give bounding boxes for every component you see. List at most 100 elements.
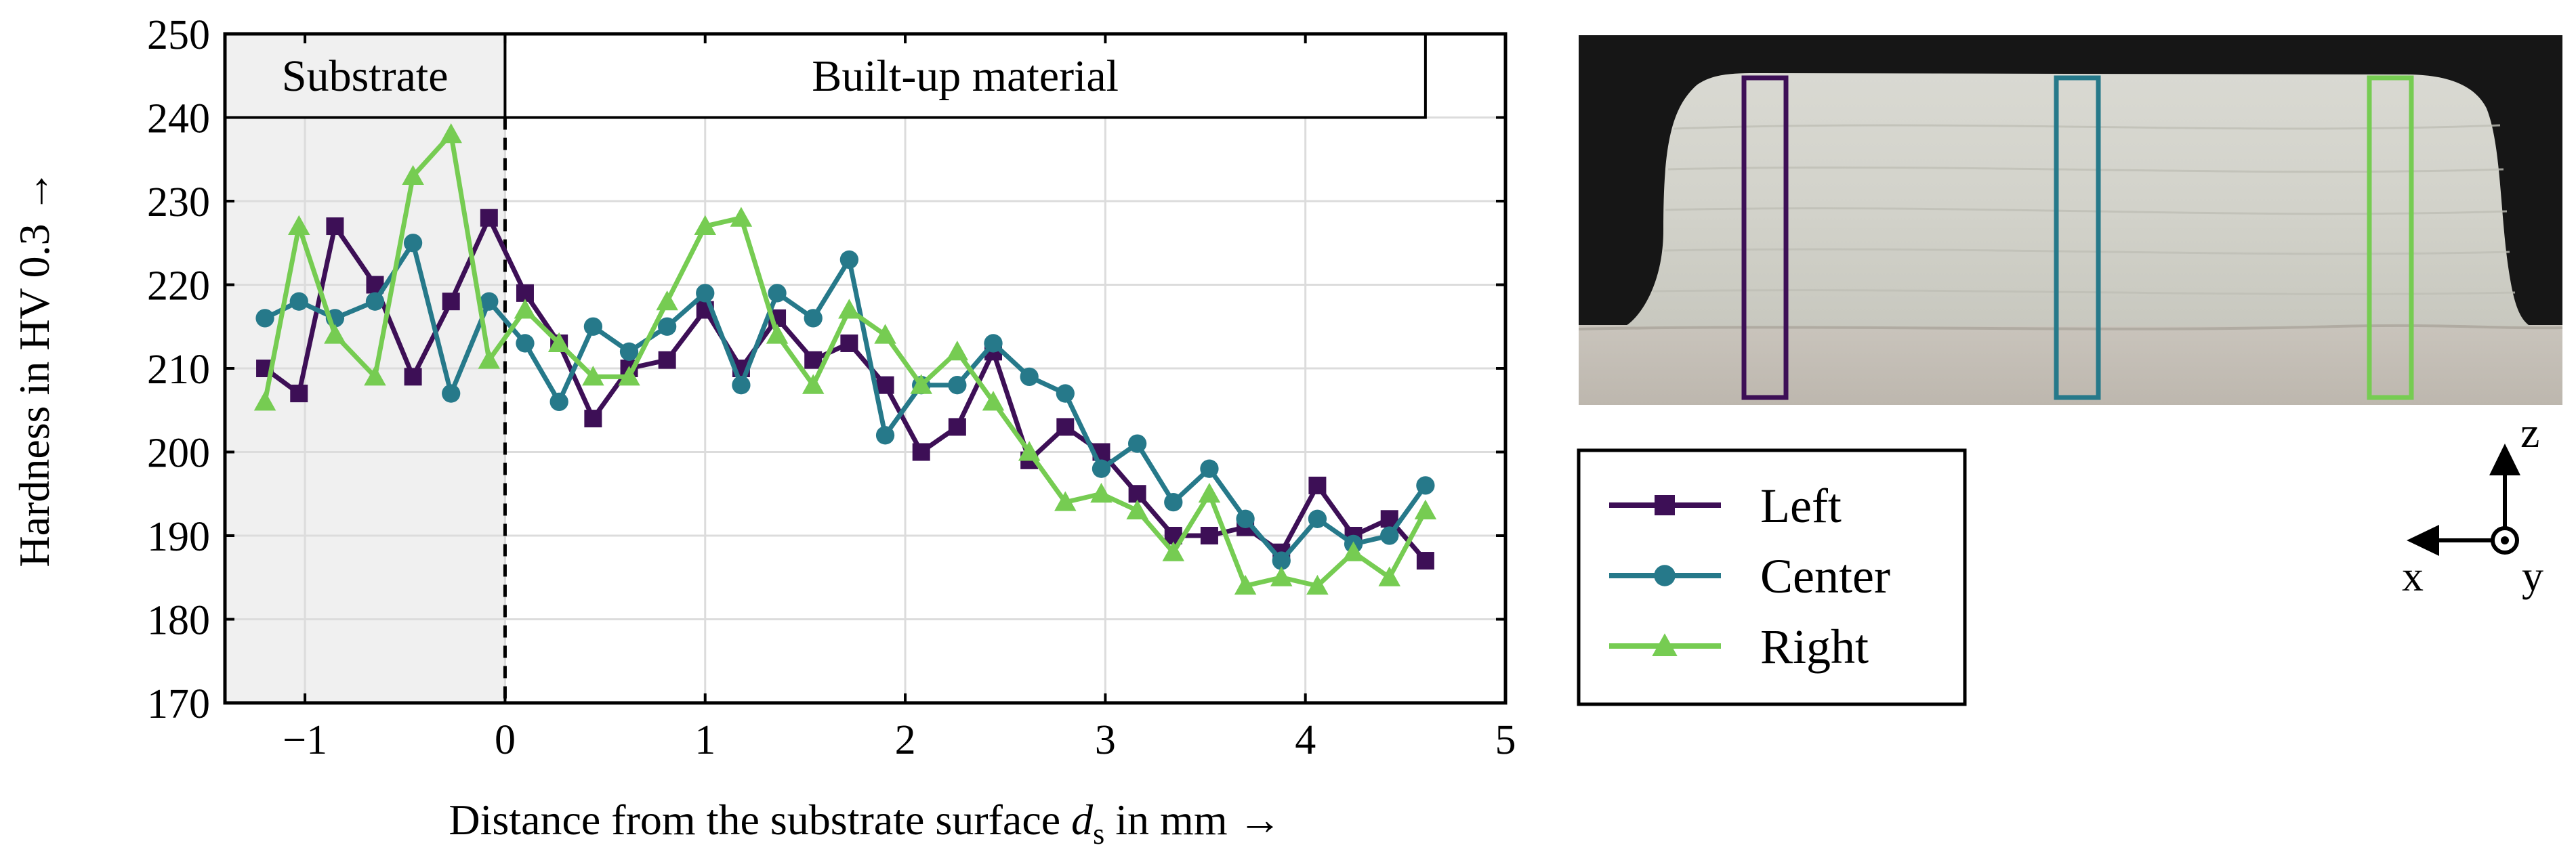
coord-label-x: x	[2402, 552, 2424, 600]
point-center-13	[732, 376, 751, 395]
series-group	[253, 123, 1437, 595]
point-right-28	[1270, 566, 1293, 586]
point-center-7	[516, 334, 535, 353]
y-tick-label-7: 240	[147, 96, 210, 142]
y-tick-label-1: 180	[147, 598, 210, 644]
point-right-2	[324, 324, 346, 344]
point-right-17	[874, 324, 896, 344]
x-tick-label-4: 3	[1095, 717, 1116, 763]
point-center-11	[657, 317, 677, 336]
point-left-9	[584, 410, 602, 428]
y-axis-dot-icon	[2501, 536, 2509, 544]
point-center-25	[1164, 492, 1183, 512]
point-center-32	[1416, 476, 1435, 495]
point-center-27	[1236, 509, 1255, 528]
point-left-16	[840, 334, 858, 352]
point-center-28	[1272, 551, 1291, 570]
x-arrowhead	[2407, 525, 2439, 556]
point-center-10	[619, 342, 639, 361]
point-right-21	[1018, 441, 1041, 461]
point-right-32	[1414, 499, 1437, 519]
legend-label-left: Left	[1760, 479, 1842, 533]
photo-measurement-boxes	[1741, 75, 2414, 400]
point-center-21	[1020, 367, 1039, 386]
point-right-29	[1306, 574, 1329, 595]
photo-box-right	[2367, 75, 2414, 400]
legend-label-center: Center	[1760, 549, 1890, 603]
point-left-4	[404, 368, 422, 386]
point-center-1	[289, 292, 308, 311]
y-tick-label-2: 190	[147, 514, 210, 560]
legend-label-right: Right	[1760, 620, 1869, 674]
cross-section-photo	[1578, 35, 2563, 405]
point-center-24	[1127, 434, 1147, 453]
point-center-23	[1092, 459, 1111, 478]
point-right-24	[1126, 499, 1148, 519]
x-axis-title: Distance from the substrate surface ds i…	[449, 796, 1281, 853]
y-tick-label-4: 210	[147, 347, 210, 393]
legend-marker-right	[1652, 633, 1678, 656]
y-tick-label-6: 230	[147, 179, 210, 225]
point-center-17	[875, 426, 895, 445]
region-label-0: Substrate	[282, 51, 449, 101]
point-right-4	[402, 165, 424, 185]
point-center-14	[768, 284, 787, 303]
point-right-20	[982, 391, 1005, 411]
point-left-15	[804, 351, 823, 369]
point-right-0	[253, 391, 276, 411]
point-left-29	[1308, 476, 1327, 494]
y-axis-title: Hardness in HV 0.3 →	[10, 169, 58, 567]
point-left-2	[326, 217, 344, 236]
point-left-19	[948, 418, 966, 436]
point-right-26	[1198, 483, 1221, 503]
x-tick-label-5: 4	[1295, 717, 1316, 763]
point-right-15	[802, 374, 825, 394]
y-tick-label-5: 220	[147, 263, 210, 309]
legend-marker-left	[1655, 495, 1675, 515]
coord-label-z: z	[2520, 408, 2539, 456]
region-header-box-1	[503, 33, 1427, 119]
axis-ticks: −1 0 1 2 3 4 5 170 180 190 200 210 220 230 240 250	[147, 12, 1516, 763]
point-right-16	[838, 299, 860, 319]
point-center-19	[948, 376, 967, 395]
point-left-26	[1200, 527, 1218, 544]
point-center-20	[984, 334, 1003, 353]
point-right-7	[514, 299, 537, 319]
coord-label-y: y	[2522, 552, 2543, 600]
photo-box-center	[2054, 75, 2101, 400]
point-right-10	[618, 366, 640, 386]
point-left-1	[290, 385, 308, 403]
point-right-13	[730, 207, 753, 227]
point-right-8	[547, 332, 570, 352]
grid	[225, 34, 1505, 703]
point-center-3	[365, 292, 385, 311]
legend: Left Center Right	[1577, 448, 1967, 706]
point-center-12	[696, 284, 715, 303]
y-tick-label-3: 200	[147, 431, 210, 477]
point-left-11	[658, 351, 676, 369]
point-right-12	[694, 215, 716, 236]
x-tick-label-6: 5	[1495, 717, 1516, 763]
point-right-3	[364, 366, 386, 386]
series-right	[253, 123, 1437, 595]
point-right-27	[1234, 574, 1257, 595]
point-right-11	[656, 290, 678, 311]
point-center-26	[1200, 459, 1219, 478]
point-center-8	[549, 392, 568, 412]
y-tick-label-8: 250	[147, 12, 210, 58]
point-right-6	[478, 349, 501, 369]
region-header-box-0	[224, 33, 507, 119]
point-left-17	[876, 376, 894, 394]
x-tick-label-0: −1	[283, 717, 327, 763]
point-center-0	[255, 309, 274, 328]
region-header: Substrate Built-up material	[224, 33, 1427, 703]
point-left-6	[480, 209, 498, 227]
legend-marker-center	[1654, 565, 1676, 586]
point-center-22	[1056, 384, 1075, 403]
point-left-5	[442, 293, 460, 311]
x-tick-label-3: 2	[895, 717, 916, 763]
point-right-23	[1090, 483, 1113, 503]
z-arrowhead	[2489, 444, 2520, 475]
point-right-19	[946, 341, 969, 361]
